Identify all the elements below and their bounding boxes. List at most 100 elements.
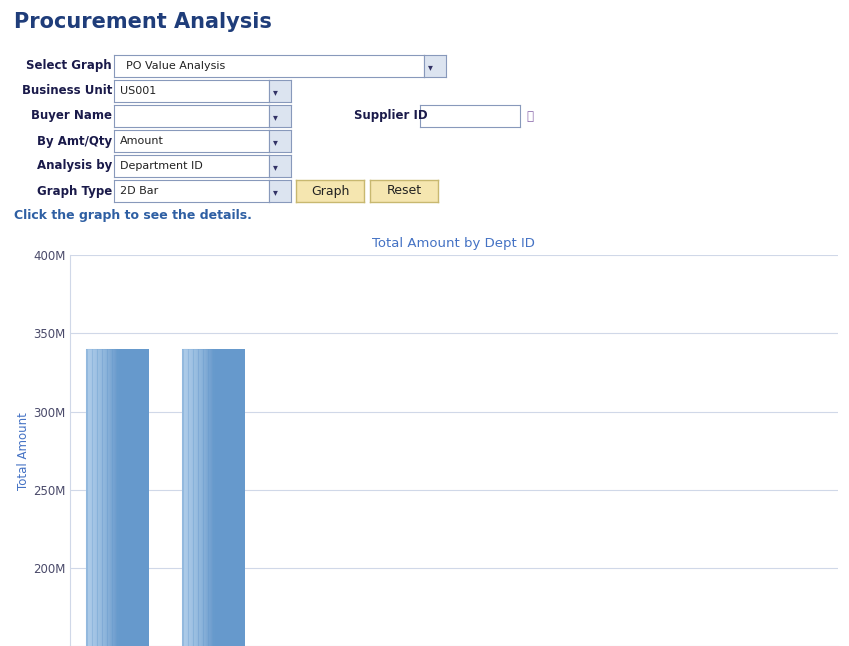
Bar xyxy=(148,349,149,646)
Bar xyxy=(87,349,89,646)
Bar xyxy=(90,349,92,646)
Bar xyxy=(205,349,206,646)
Text: Buyer Name: Buyer Name xyxy=(31,110,112,123)
Bar xyxy=(216,349,217,646)
Bar xyxy=(122,349,124,646)
Bar xyxy=(212,349,214,646)
Bar xyxy=(121,349,122,646)
Bar xyxy=(146,349,148,646)
Bar xyxy=(244,349,245,646)
Text: ▾: ▾ xyxy=(273,162,278,172)
Bar xyxy=(142,349,143,646)
Bar xyxy=(201,349,202,646)
Bar xyxy=(206,349,207,646)
Bar xyxy=(226,349,228,646)
Text: Select Graph: Select Graph xyxy=(26,59,112,72)
Bar xyxy=(225,349,226,646)
Text: Reset: Reset xyxy=(386,185,422,198)
Bar xyxy=(186,349,188,646)
Text: US001: US001 xyxy=(121,86,156,96)
Bar xyxy=(129,349,130,646)
Bar xyxy=(104,349,105,646)
Bar xyxy=(243,349,244,646)
Text: 2D Bar: 2D Bar xyxy=(121,186,159,196)
Bar xyxy=(94,349,95,646)
Bar xyxy=(113,349,114,646)
Bar xyxy=(183,349,185,646)
Bar xyxy=(145,349,146,646)
Bar xyxy=(190,349,191,646)
Bar xyxy=(210,349,211,646)
Bar xyxy=(215,349,216,646)
Bar xyxy=(198,349,199,646)
Bar xyxy=(196,349,198,646)
Bar xyxy=(132,349,134,646)
Bar xyxy=(124,349,125,646)
Bar xyxy=(143,349,145,646)
Bar xyxy=(188,349,190,646)
Bar xyxy=(222,349,223,646)
Bar xyxy=(114,349,115,646)
Bar xyxy=(238,349,239,646)
Text: Business Unit: Business Unit xyxy=(21,85,112,98)
Bar xyxy=(93,349,94,646)
Bar xyxy=(140,349,142,646)
Bar xyxy=(183,349,245,646)
Bar xyxy=(108,349,109,646)
Bar xyxy=(200,349,201,646)
Bar xyxy=(228,349,230,646)
Bar xyxy=(236,349,238,646)
Bar xyxy=(110,349,111,646)
Bar xyxy=(220,349,222,646)
Text: Department ID: Department ID xyxy=(121,161,203,171)
Bar xyxy=(204,349,205,646)
Bar xyxy=(202,349,204,646)
Bar xyxy=(89,349,90,646)
Bar xyxy=(191,349,193,646)
Bar xyxy=(230,349,231,646)
Bar xyxy=(193,349,194,646)
Bar xyxy=(101,349,103,646)
Text: ▾: ▾ xyxy=(428,62,433,72)
Bar xyxy=(125,349,127,646)
Text: By Amt/Qty: By Amt/Qty xyxy=(37,134,112,147)
Text: Procurement Analysis: Procurement Analysis xyxy=(14,12,272,32)
Text: ▾: ▾ xyxy=(273,187,278,197)
Bar xyxy=(231,349,233,646)
Text: 🔍: 🔍 xyxy=(526,110,533,123)
Bar xyxy=(211,349,212,646)
Bar xyxy=(209,349,210,646)
Bar xyxy=(194,349,195,646)
Text: ▾: ▾ xyxy=(273,137,278,147)
Bar xyxy=(135,349,137,646)
Bar xyxy=(98,349,99,646)
Bar xyxy=(118,349,119,646)
Bar xyxy=(235,349,236,646)
Bar xyxy=(219,349,220,646)
Bar xyxy=(207,349,209,646)
Text: Analysis by: Analysis by xyxy=(37,160,112,172)
Bar xyxy=(99,349,100,646)
Text: Amount: Amount xyxy=(121,136,164,146)
Bar xyxy=(100,349,101,646)
Text: ▾: ▾ xyxy=(273,87,278,97)
Text: Click the graph to see the details.: Click the graph to see the details. xyxy=(14,209,252,222)
Bar xyxy=(95,349,97,646)
Bar xyxy=(97,349,98,646)
Bar xyxy=(127,349,129,646)
Bar xyxy=(195,349,196,646)
Bar xyxy=(217,349,219,646)
Bar xyxy=(92,349,93,646)
Bar xyxy=(239,349,240,646)
Bar xyxy=(199,349,200,646)
Text: Supplier ID: Supplier ID xyxy=(354,110,428,123)
Bar xyxy=(105,349,106,646)
Bar xyxy=(109,349,110,646)
Text: Graph: Graph xyxy=(311,185,349,198)
Y-axis label: Total Amount: Total Amount xyxy=(17,412,31,490)
Bar xyxy=(185,349,186,646)
Bar xyxy=(111,349,113,646)
Text: Graph Type: Graph Type xyxy=(37,185,112,198)
Text: ▾: ▾ xyxy=(273,112,278,122)
Bar xyxy=(106,349,108,646)
